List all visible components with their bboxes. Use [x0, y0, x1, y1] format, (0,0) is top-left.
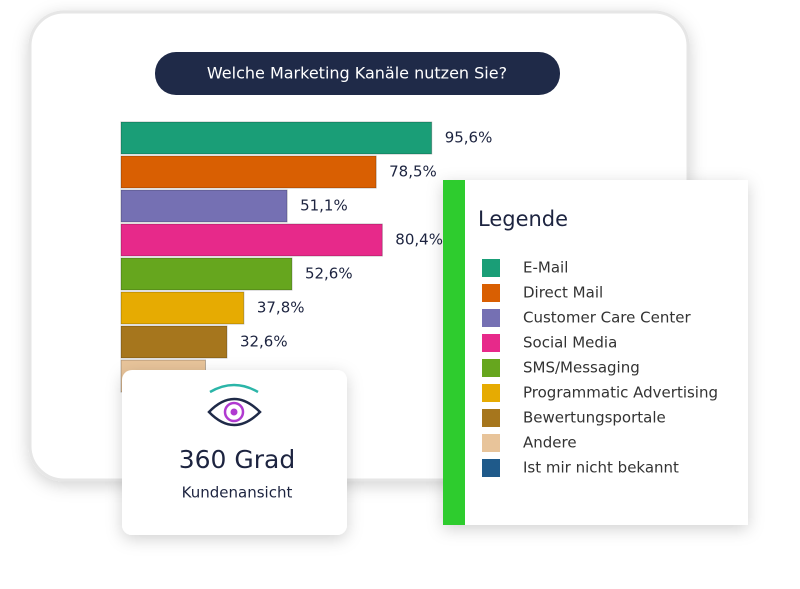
legend-label: Customer Care Center	[523, 309, 691, 327]
bar	[120, 223, 383, 257]
legend-label: Direct Mail	[523, 284, 603, 302]
bar	[120, 121, 433, 155]
legend-label: Andere	[523, 434, 577, 452]
legend-label: Ist mir nicht bekannt	[523, 459, 679, 477]
value-label: 52,6%	[305, 265, 353, 283]
legend: Legende E-Mail Direct Mail Customer Care C…	[443, 180, 748, 525]
legend-swatch	[482, 259, 500, 277]
eye-iris	[223, 401, 245, 423]
eye-arc	[209, 383, 259, 394]
card-bg	[122, 370, 347, 535]
card-subtitle: Kundenansicht	[182, 484, 293, 502]
legend-swatch	[482, 384, 500, 402]
legend-label: Bewertungsportale	[523, 409, 666, 427]
bar	[120, 291, 245, 325]
value-label: 37,8%	[257, 299, 305, 317]
legend-swatch	[482, 284, 500, 302]
value-label: 95,6%	[445, 129, 493, 147]
legend-swatch	[482, 359, 500, 377]
legend-swatch	[482, 309, 500, 327]
value-label: 80,4%	[395, 231, 443, 249]
chart-title: Welche Marketing Kanäle nutzen Sie?	[207, 64, 507, 83]
bar	[120, 155, 377, 189]
eye-pupil	[230, 408, 238, 416]
bar	[120, 257, 293, 291]
bar	[120, 189, 288, 223]
legend-label: E-Mail	[523, 259, 568, 277]
info-card: 360 Grad Kundenansicht	[122, 370, 347, 535]
legend-title: Legende	[478, 207, 568, 231]
title-pill	[155, 52, 560, 95]
card-title: 360 Grad	[179, 445, 296, 474]
legend-swatch	[482, 434, 500, 452]
legend-label: SMS/Messaging	[523, 359, 640, 377]
value-label: 78,5%	[389, 163, 437, 181]
value-label: 32,6%	[240, 333, 288, 351]
legend-accent	[443, 180, 465, 525]
value-label: 51,1%	[300, 197, 348, 215]
legend-label: Programmatic Advertising	[523, 384, 718, 402]
legend-swatch	[482, 409, 500, 427]
eye-icon	[207, 397, 262, 427]
bar	[120, 325, 228, 359]
legend-swatch	[482, 334, 500, 352]
bars: 95,6% 78,5% 51,1% 80,4% 52,6%37,8% 32,6%	[120, 121, 493, 393]
legend-swatch	[482, 459, 500, 477]
legend-label: Social Media	[523, 334, 617, 352]
